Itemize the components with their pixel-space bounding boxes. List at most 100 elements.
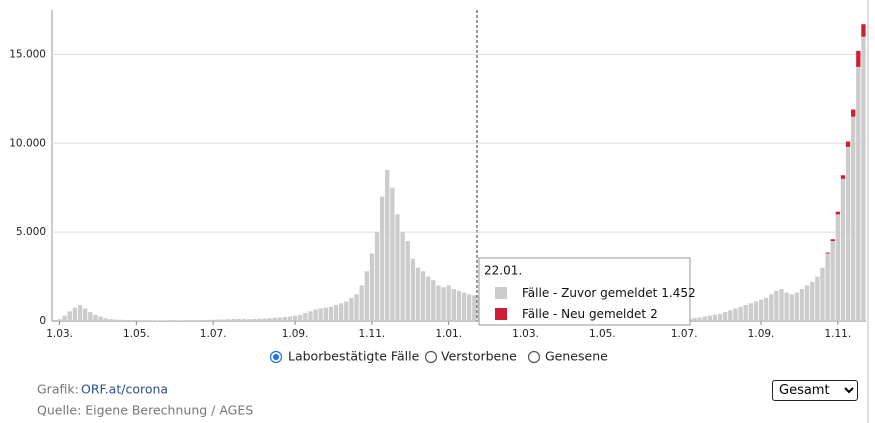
bar	[262, 318, 267, 321]
bar	[861, 36, 866, 322]
bar	[83, 308, 88, 321]
radio-label[interactable]: Laborbestätigte Fälle	[288, 349, 420, 364]
bar	[774, 290, 779, 321]
bar	[835, 211, 840, 215]
bar	[784, 292, 789, 321]
range-select[interactable]: Gesamt	[772, 380, 858, 401]
bar	[364, 271, 369, 321]
bar	[856, 50, 861, 67]
bar	[251, 319, 257, 321]
x-tick-label: 1.09.	[748, 328, 775, 340]
tooltip-row: Fälle - Zuvor gemeldet 1.452	[522, 286, 696, 300]
bar	[195, 320, 200, 321]
radio-option[interactable]: Laborbestätigte Fälle	[269, 349, 420, 364]
bar	[431, 280, 436, 321]
bar	[323, 307, 328, 321]
bar	[149, 320, 154, 321]
bar	[410, 258, 416, 321]
bar	[825, 252, 830, 254]
bar	[67, 311, 72, 321]
bar	[379, 196, 385, 321]
bar	[170, 320, 175, 321]
bar	[144, 320, 149, 321]
bar	[845, 141, 851, 147]
bar	[200, 320, 206, 321]
tooltip-swatch	[495, 287, 507, 299]
bar	[815, 276, 820, 321]
radio-label[interactable]: Genesene	[545, 349, 608, 364]
bar	[763, 297, 769, 321]
bar	[175, 320, 180, 321]
bar	[134, 320, 139, 321]
radio-circle[interactable]	[424, 350, 438, 364]
bar	[123, 319, 129, 321]
bar	[728, 310, 733, 321]
bar	[779, 289, 784, 321]
bar	[308, 311, 313, 321]
bar	[733, 308, 738, 321]
bar	[333, 305, 339, 321]
bar	[272, 317, 277, 321]
bar	[840, 175, 846, 179]
tooltip-row: Fälle - Neu gemeldet 2	[522, 307, 658, 321]
bar	[451, 289, 456, 321]
bar	[415, 267, 421, 321]
footer-note: Quelle: Eigene Berechnung / AGES	[37, 403, 253, 418]
bar	[400, 232, 405, 321]
bar	[62, 315, 67, 321]
bar	[738, 306, 743, 321]
bar	[292, 315, 298, 321]
radio-dot	[273, 354, 279, 360]
bar	[830, 241, 835, 321]
x-tick-label: 1.05.	[589, 328, 616, 340]
bar	[313, 309, 318, 321]
bar	[707, 315, 712, 321]
bar	[241, 319, 247, 321]
radio-label[interactable]: Verstorbene	[441, 349, 517, 364]
radio-circle[interactable]	[527, 350, 541, 364]
bar	[769, 294, 774, 321]
bar	[467, 294, 472, 321]
bar	[282, 317, 288, 321]
bar	[216, 319, 221, 321]
bar	[359, 285, 364, 321]
bar	[441, 287, 446, 321]
bar	[257, 318, 262, 321]
y-tick-label: 5.000	[16, 226, 46, 238]
bar	[692, 318, 697, 321]
x-tick-label: 1.07.	[671, 328, 698, 340]
bar	[830, 239, 835, 242]
bar	[318, 308, 323, 321]
bar	[221, 319, 226, 321]
bar	[344, 301, 349, 321]
tooltip-swatch	[495, 308, 507, 320]
bar	[743, 305, 748, 321]
bar	[339, 303, 344, 321]
bar	[436, 285, 441, 321]
radio-option[interactable]: Genesene	[527, 349, 609, 364]
bar	[712, 314, 718, 321]
bar	[277, 317, 282, 321]
y-tick-label: 0	[39, 315, 46, 327]
tooltip-series-name: Fälle - Zuvor gemeldet	[522, 286, 658, 300]
footer-link[interactable]: ORF.at/corona	[81, 382, 168, 397]
y-tick-label: 10.000	[9, 137, 46, 149]
bar	[472, 295, 477, 321]
bar	[88, 312, 93, 321]
bar	[108, 319, 113, 321]
x-tick-label: 1.03.	[46, 328, 73, 340]
bar	[851, 109, 856, 117]
radio-option[interactable]: Verstorbene	[424, 349, 518, 364]
bar	[303, 313, 308, 321]
bar	[93, 314, 98, 321]
bar	[190, 320, 195, 321]
bar	[861, 24, 866, 37]
tooltip-value: 2	[650, 307, 658, 321]
bar	[753, 301, 759, 321]
x-tick-label: 1.07.	[200, 328, 227, 340]
bar	[758, 299, 764, 321]
bar	[810, 281, 815, 321]
